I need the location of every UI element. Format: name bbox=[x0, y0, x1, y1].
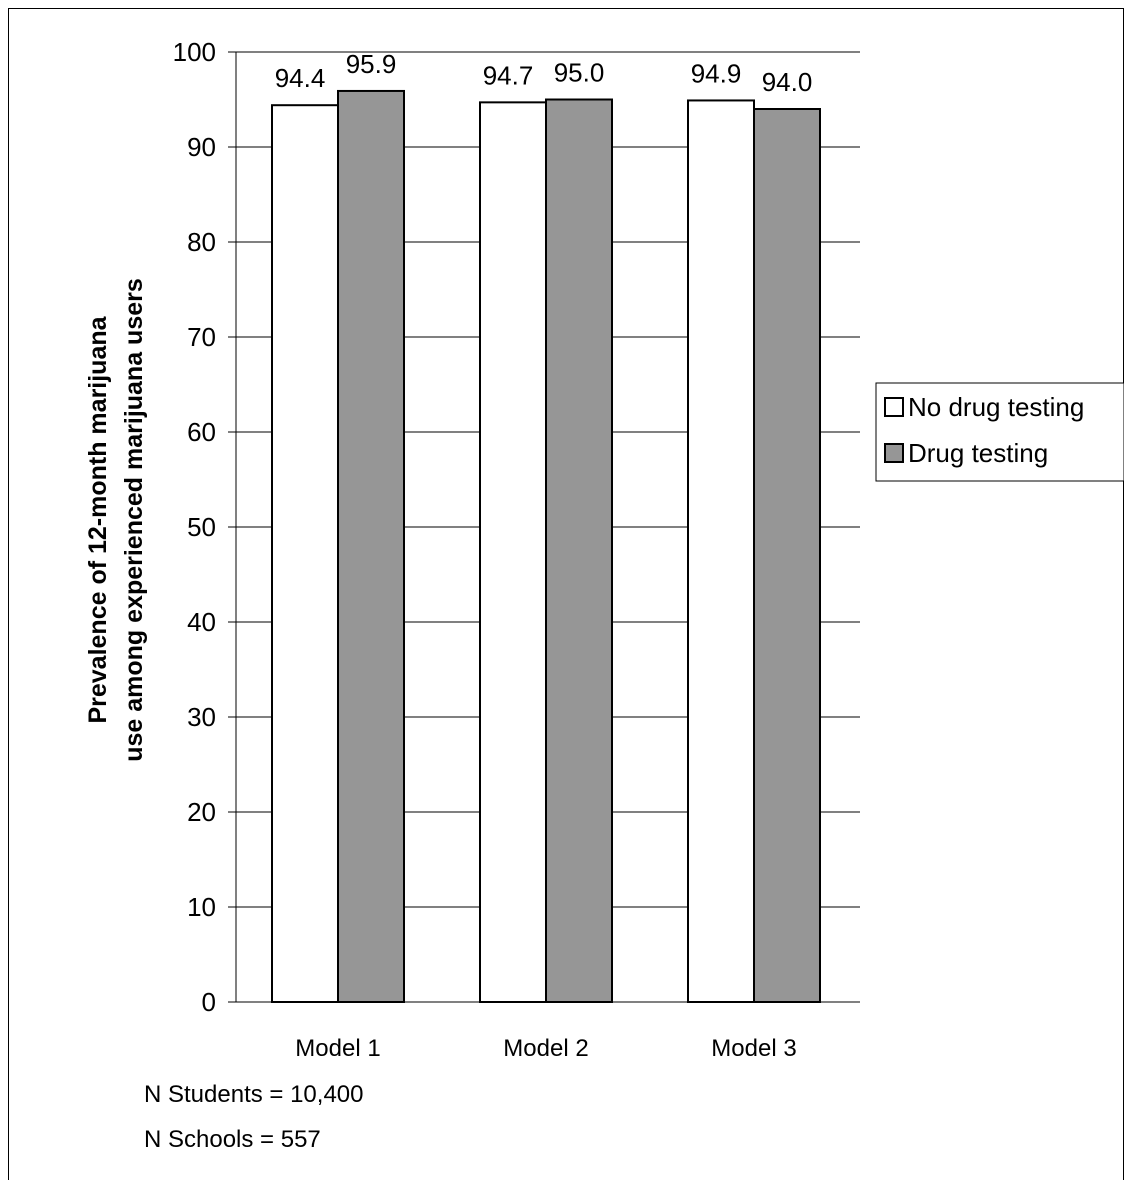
y-axis-label-line: use among experienced marijuana users bbox=[120, 278, 148, 762]
bar bbox=[337, 89, 405, 1003]
x-tick-label: Model 2 bbox=[503, 1035, 588, 1062]
legend-swatch bbox=[884, 397, 904, 417]
x-tick-labels: Model 1 Model 2 Model 3 bbox=[295, 1035, 796, 1062]
bars bbox=[271, 89, 821, 1004]
data-label: 94.7 bbox=[483, 60, 534, 90]
y-tick-label: 0 bbox=[202, 987, 216, 1017]
y-tick-label: 90 bbox=[187, 132, 216, 162]
y-axis-label-line: Prevalence of 12-month marijuana bbox=[84, 315, 112, 723]
y-tick-label: 70 bbox=[187, 322, 216, 352]
data-label: 94.9 bbox=[691, 58, 742, 88]
bar bbox=[271, 104, 339, 1003]
data-label: 95.9 bbox=[346, 49, 397, 79]
bar bbox=[479, 101, 547, 1004]
y-tick-label: 40 bbox=[187, 607, 216, 637]
legend-box bbox=[875, 382, 1124, 482]
axes bbox=[228, 51, 860, 1003]
y-axis-label: Prevalence of 12-month marijuana use amon… bbox=[84, 278, 148, 762]
legend: No drug testing Drug testing bbox=[875, 382, 1124, 482]
y-tick-label: 30 bbox=[187, 702, 216, 732]
legend-label: No drug testing bbox=[908, 392, 1084, 422]
y-tick-label: 50 bbox=[187, 512, 216, 542]
notes: N Students = 10,400 N Schools = 557 bbox=[144, 1081, 364, 1153]
y-tick-labels: 0 10 20 30 40 50 60 70 80 90 100 bbox=[173, 37, 216, 1017]
bar bbox=[753, 108, 821, 1003]
data-label: 94.4 bbox=[275, 63, 326, 93]
data-label: 95.0 bbox=[554, 58, 605, 88]
y-tick-label: 10 bbox=[187, 892, 216, 922]
note-text: N Schools = 557 bbox=[144, 1126, 321, 1153]
y-tick-label: 60 bbox=[187, 417, 216, 447]
bar bbox=[687, 99, 755, 1003]
x-tick-label: Model 3 bbox=[711, 1035, 796, 1062]
y-tick-label: 20 bbox=[187, 797, 216, 827]
legend-label: Drug testing bbox=[908, 438, 1048, 468]
data-labels: 94.4 95.9 94.7 95.0 94.9 94.0 bbox=[275, 49, 813, 97]
bar bbox=[545, 98, 613, 1003]
note-text: N Students = 10,400 bbox=[144, 1081, 364, 1108]
legend-swatch bbox=[884, 443, 904, 463]
y-tick-label: 80 bbox=[187, 227, 216, 257]
data-label: 94.0 bbox=[762, 67, 813, 97]
x-tick-label: Model 1 bbox=[295, 1035, 380, 1062]
y-tick-label: 100 bbox=[173, 37, 216, 67]
